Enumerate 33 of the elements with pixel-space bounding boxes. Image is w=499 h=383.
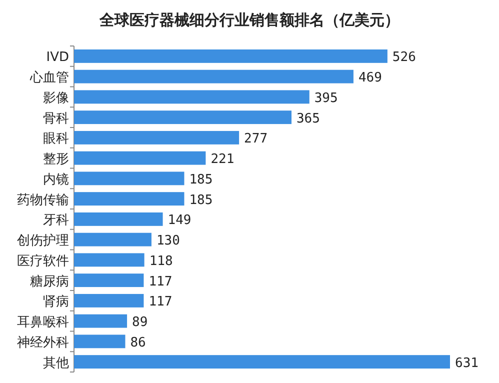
y-tick-label: 内镜 — [43, 172, 69, 188]
data-label: 118 — [149, 254, 173, 269]
data-label: 221 — [210, 152, 234, 168]
data-label: 365 — [296, 111, 320, 126]
data-label: 277 — [244, 132, 268, 147]
y-tick-label: 耳鼻喉科 — [17, 315, 69, 330]
y-tick-label: 影像 — [43, 90, 69, 106]
data-label: 185 — [189, 192, 213, 208]
data-label: 86 — [130, 335, 146, 350]
y-tick-label: 药物传输 — [17, 192, 69, 208]
y-tick-label: 整形 — [43, 152, 69, 168]
data-label: 130 — [156, 234, 180, 249]
y-tick-label: 心血管 — [29, 70, 69, 86]
data-label: 149 — [168, 213, 192, 228]
chart-title: 全球医疗器械细分行业销售额排名（亿美元） — [98, 11, 400, 29]
y-tick-label: 骨科 — [43, 111, 69, 126]
data-label: 89 — [132, 315, 148, 330]
y-tick-label: 肾病 — [43, 294, 69, 310]
data-label: 469 — [358, 70, 382, 86]
data-label: 117 — [148, 274, 172, 290]
data-label: 185 — [189, 172, 213, 188]
data-label: 631 — [455, 356, 478, 371]
data-label: 117 — [148, 294, 172, 310]
y-tick-label: 创伤护理 — [17, 234, 69, 249]
y-tick-label: 糖尿病 — [30, 274, 69, 290]
y-tick-label: 其他 — [43, 356, 69, 371]
y-tick-label: IVD — [46, 50, 69, 66]
y-tick-label: 神经外科 — [17, 335, 69, 350]
y-tick-label: 牙科 — [43, 213, 69, 228]
y-tick-label: 眼科 — [43, 132, 69, 147]
y-tick-label: 医疗软件 — [17, 254, 69, 269]
data-label: 395 — [314, 90, 338, 106]
data-label: 526 — [392, 50, 416, 66]
